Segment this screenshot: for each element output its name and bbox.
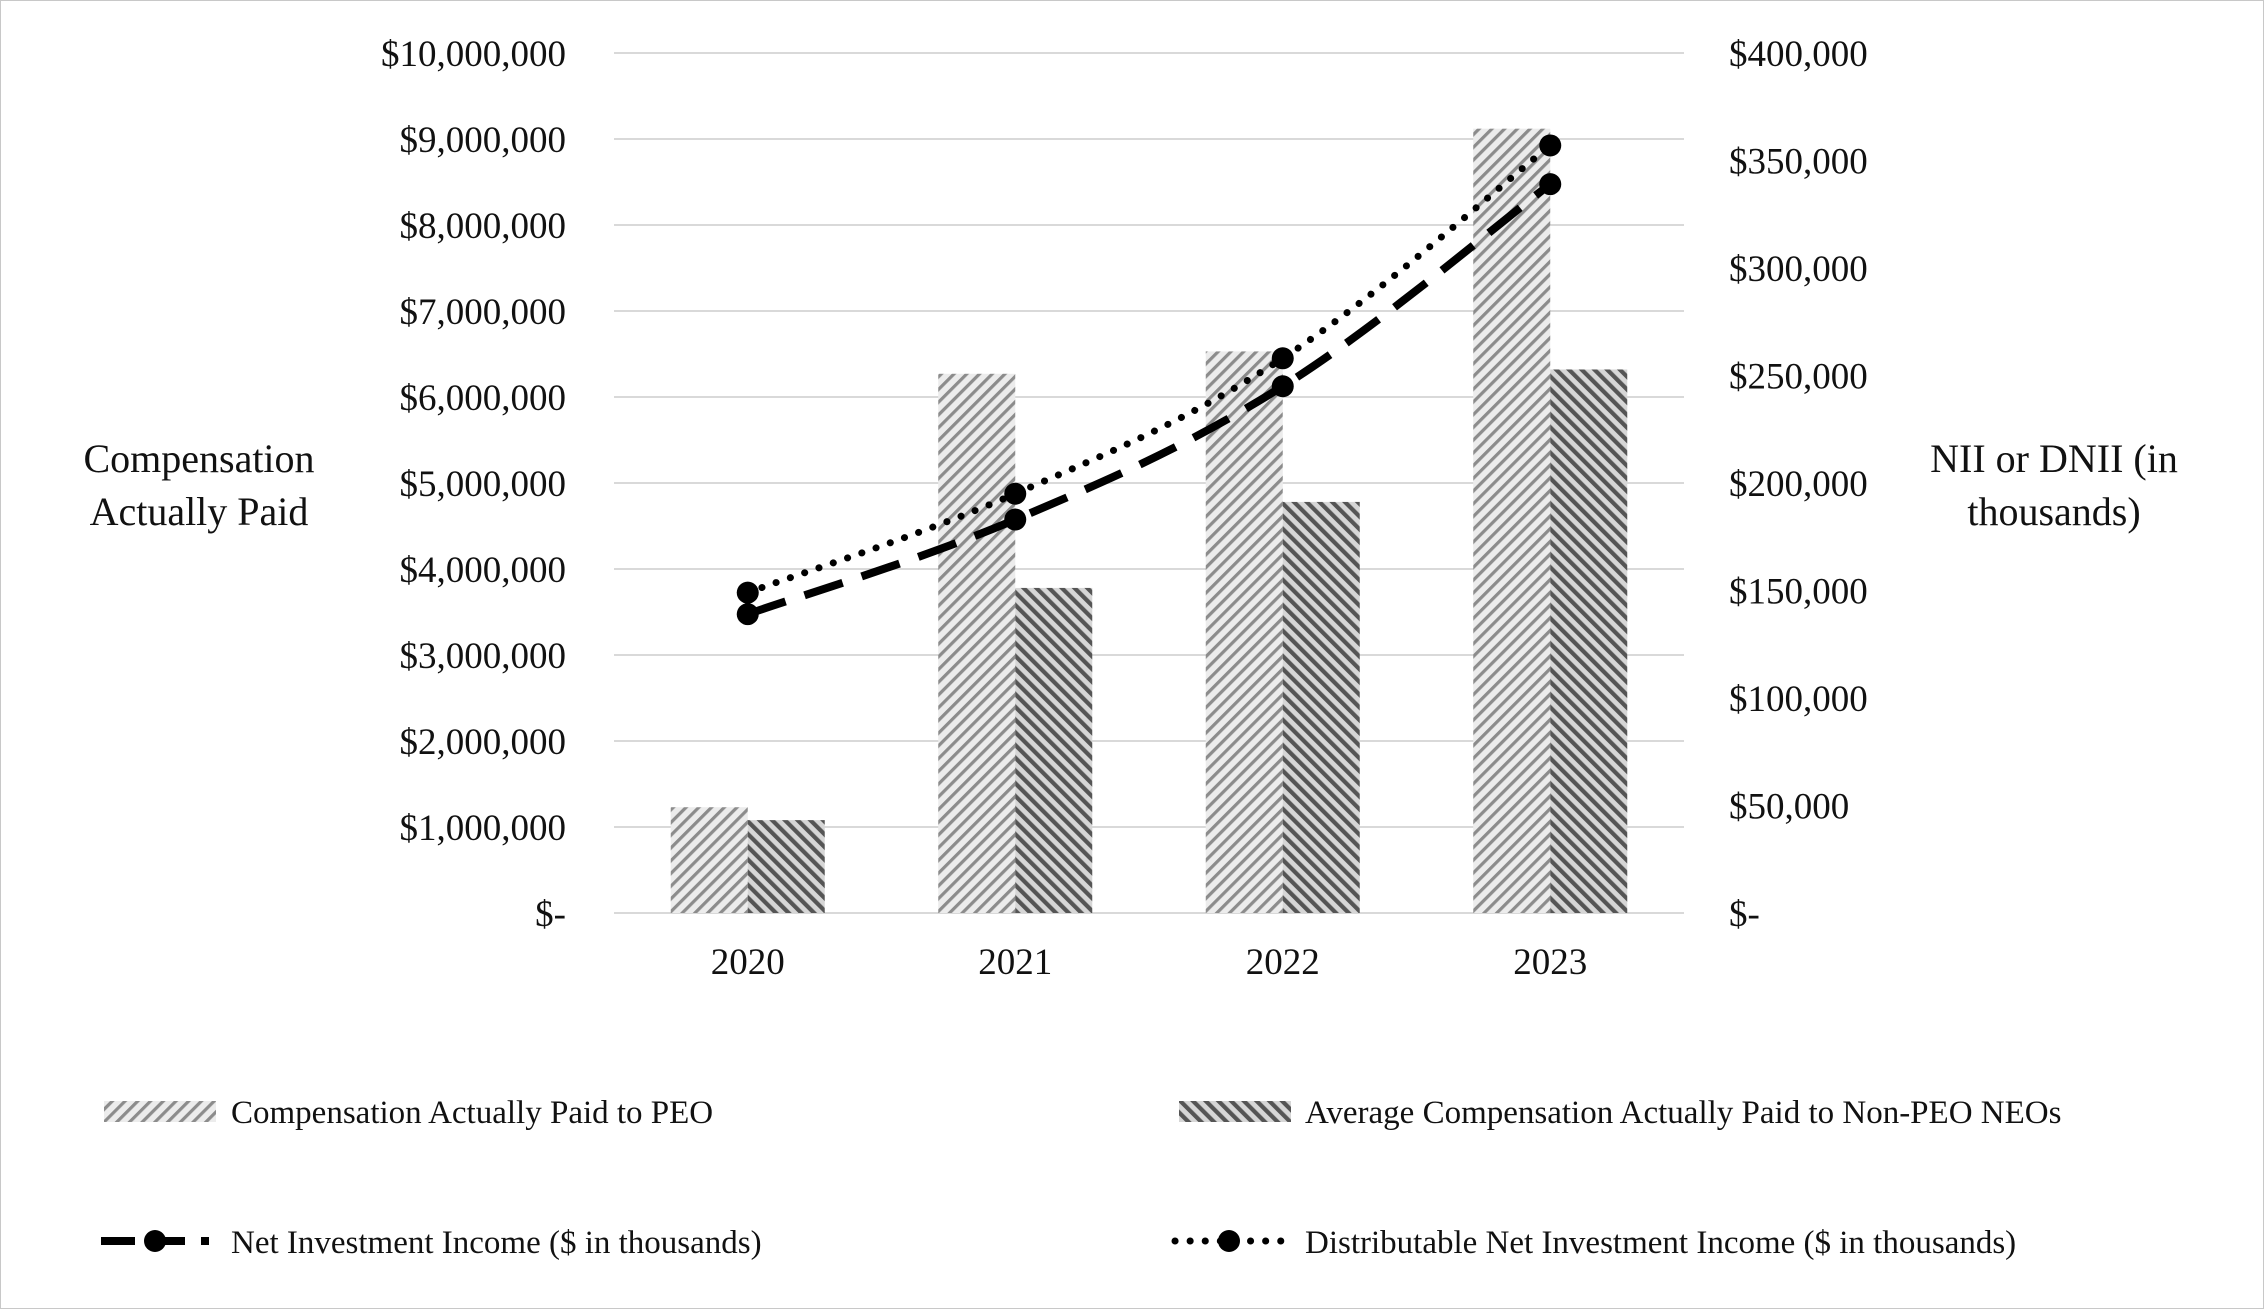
right-tick-label: $350,000 bbox=[1729, 142, 1868, 183]
series-marker bbox=[1004, 508, 1027, 531]
series-marker bbox=[1539, 134, 1562, 157]
right-tick-label: $200,000 bbox=[1729, 464, 1868, 505]
legend-marker-nii bbox=[144, 1230, 166, 1252]
right-tick-label: $- bbox=[1729, 894, 1760, 935]
right-axis-title-line2: thousands) bbox=[1967, 489, 2140, 534]
bar bbox=[938, 373, 1016, 913]
x-tick-label: 2022 bbox=[1246, 942, 1320, 983]
left-axis-title-line2: Actually Paid bbox=[90, 489, 309, 534]
left-tick-label: $7,000,000 bbox=[400, 292, 567, 333]
right-tick-label: $300,000 bbox=[1729, 249, 1868, 290]
left-tick-label: $9,000,000 bbox=[400, 120, 567, 161]
series-line bbox=[744, 141, 1554, 597]
x-tick-label: 2023 bbox=[1513, 942, 1587, 983]
right-axis-title: NII or DNII (in thousands) bbox=[1930, 436, 2178, 534]
legend-item-dnii: Distributable Net Investment Income ($ i… bbox=[1171, 1225, 2016, 1261]
left-axis-ticks: $- $1,000,000 $2,000,000 $3,000,000 $4,000,0… bbox=[381, 34, 566, 935]
right-axis-ticks: $- $50,000 $100,000 $150,000 $200,000 $250,00… bbox=[1729, 34, 1868, 935]
legend-marker-dnii bbox=[1218, 1230, 1240, 1252]
legend-item-neo: Average Compensation Actually Paid to No… bbox=[1179, 1095, 2061, 1131]
legend-swatch-neo bbox=[1179, 1101, 1291, 1122]
x-tick-label: 2020 bbox=[711, 942, 785, 983]
left-tick-label: $8,000,000 bbox=[400, 206, 567, 247]
legend-item-nii: Net Investment Income ($ in thousands) bbox=[101, 1225, 762, 1261]
legend-label-peo: Compensation Actually Paid to PEO bbox=[231, 1095, 713, 1131]
legend-item-peo: Compensation Actually Paid to PEO bbox=[104, 1095, 713, 1131]
left-tick-label: $- bbox=[535, 894, 566, 935]
legend-swatch-peo bbox=[104, 1101, 216, 1122]
right-tick-label: $150,000 bbox=[1729, 572, 1868, 613]
bars bbox=[670, 128, 1628, 914]
series-marker bbox=[1004, 482, 1027, 505]
left-axis-title-line1: Compensation bbox=[83, 436, 314, 481]
left-tick-label: $1,000,000 bbox=[400, 808, 567, 849]
right-tick-label: $50,000 bbox=[1729, 787, 1849, 828]
bar bbox=[670, 807, 748, 913]
left-axis-title: Compensation Actually Paid bbox=[83, 436, 314, 534]
left-tick-label: $10,000,000 bbox=[381, 34, 566, 75]
right-tick-label: $100,000 bbox=[1729, 679, 1868, 720]
series-marker bbox=[736, 603, 759, 626]
right-axis-title-line1: NII or DNII (in bbox=[1930, 436, 2178, 481]
series-marker bbox=[1271, 375, 1294, 398]
x-tick-label: 2021 bbox=[978, 942, 1052, 983]
bar bbox=[1205, 351, 1283, 913]
bar bbox=[747, 820, 825, 913]
series-marker bbox=[1539, 173, 1562, 196]
series-marker bbox=[736, 581, 759, 604]
bar bbox=[1473, 128, 1551, 913]
bar bbox=[1282, 501, 1360, 913]
x-axis-ticks: 2020 2021 2022 2023 bbox=[711, 942, 1588, 983]
left-tick-label: $5,000,000 bbox=[400, 464, 567, 505]
left-tick-label: $3,000,000 bbox=[400, 636, 567, 677]
bar bbox=[1550, 369, 1628, 914]
right-tick-label: $250,000 bbox=[1729, 357, 1868, 398]
series-line bbox=[746, 180, 1553, 618]
lines bbox=[736, 134, 1562, 626]
legend: Compensation Actually Paid to PEO Averag… bbox=[101, 1095, 2061, 1261]
legend-label-neo: Average Compensation Actually Paid to No… bbox=[1305, 1095, 2061, 1131]
right-tick-label: $400,000 bbox=[1729, 34, 1868, 75]
legend-label-nii: Net Investment Income ($ in thousands) bbox=[231, 1225, 762, 1261]
legend-label-dnii: Distributable Net Investment Income ($ i… bbox=[1305, 1225, 2016, 1261]
left-tick-label: $4,000,000 bbox=[400, 550, 567, 591]
left-tick-label: $6,000,000 bbox=[400, 378, 567, 419]
bar bbox=[1015, 587, 1093, 913]
series-marker bbox=[1271, 347, 1294, 370]
left-tick-label: $2,000,000 bbox=[400, 722, 567, 763]
